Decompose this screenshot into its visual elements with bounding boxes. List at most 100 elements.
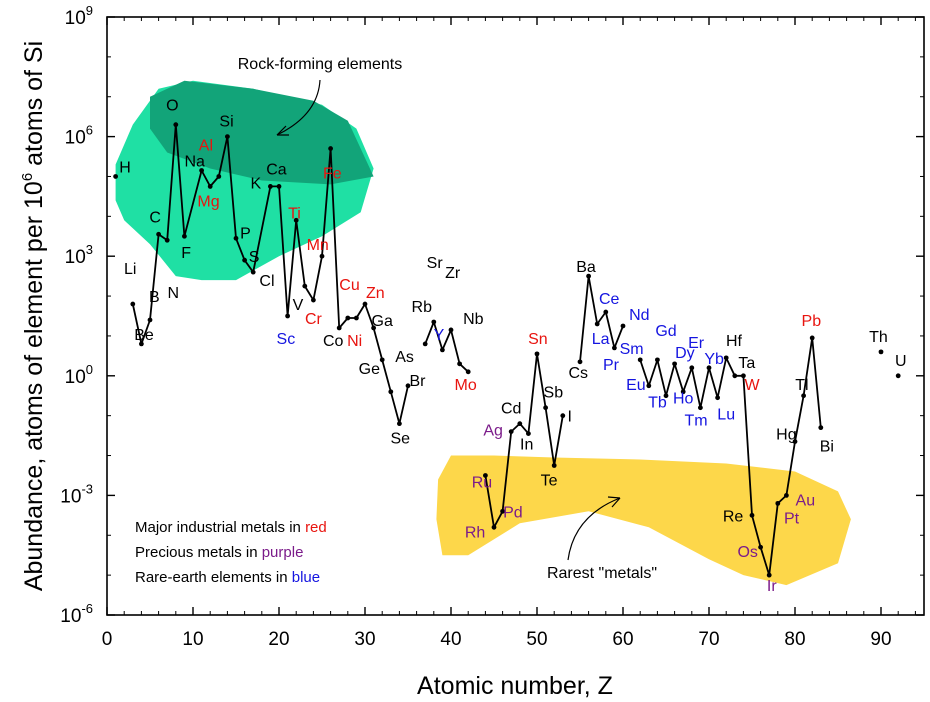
point-cr <box>311 297 316 303</box>
label-ta: Ta <box>738 355 755 372</box>
label-se: Se <box>390 431 410 448</box>
point-mo <box>465 369 471 375</box>
point-ca <box>276 184 282 189</box>
x-axis-title: Atomic number, Z <box>417 672 613 700</box>
point-hg <box>792 439 798 444</box>
label-tb: Tb <box>648 395 667 412</box>
label-cd: Cd <box>501 401 521 418</box>
point-ho <box>680 389 686 395</box>
x-tick-label: 30 <box>354 629 375 650</box>
point-sc <box>285 313 290 319</box>
point-n <box>164 237 170 243</box>
point-au <box>784 493 789 498</box>
label-dy: Dy <box>675 345 695 362</box>
point-bi <box>818 425 824 431</box>
label-cr: Cr <box>305 311 323 328</box>
point-lu <box>715 395 720 401</box>
label-bi: Bi <box>820 439 834 456</box>
rarest-metals-arrow <box>567 497 621 561</box>
point-sr <box>431 319 437 325</box>
x-tick-label: 60 <box>612 629 633 650</box>
legend-entry: Rare-earth elements in blue <box>135 569 320 586</box>
y-tick-exponent: -3 <box>81 481 93 496</box>
label-pb: Pb <box>802 313 822 330</box>
point-ir <box>766 572 772 578</box>
label-rh: Rh <box>465 524 485 541</box>
point-pt <box>775 500 781 506</box>
x-tick-label: 80 <box>784 629 805 650</box>
label-c: C <box>149 209 161 226</box>
point-mn <box>319 253 325 259</box>
legend-entry: Major industrial metals in red <box>135 519 327 536</box>
point-tb <box>663 393 669 399</box>
point-w <box>741 373 746 379</box>
y-tick-exponent: -6 <box>81 601 93 616</box>
label-yb: Yb <box>704 351 724 368</box>
point-ti <box>293 217 299 223</box>
point-ru <box>483 473 488 478</box>
label-o: O <box>166 98 178 115</box>
label-as: As <box>395 349 414 366</box>
rarest-metals-annotation: Rarest "metals" <box>547 565 657 582</box>
label-al: Al <box>199 138 213 155</box>
label-br: Br <box>409 373 426 390</box>
point-ga <box>371 325 376 331</box>
point-y <box>440 347 445 353</box>
label-ge: Ge <box>359 361 380 378</box>
label-ga: Ga <box>372 313 393 330</box>
label-be: Be <box>134 327 154 344</box>
label-cl: Cl <box>259 273 274 290</box>
label-mg: Mg <box>197 193 219 210</box>
rock-forming-arrow <box>276 79 321 136</box>
label-b: B <box>149 289 160 306</box>
label-s: S <box>249 249 260 266</box>
point-sn <box>534 351 540 357</box>
label-lu: Lu <box>717 407 735 424</box>
point-pb <box>809 335 815 341</box>
point-se <box>397 421 402 427</box>
label-ca: Ca <box>266 161 287 178</box>
point-cd <box>517 421 523 427</box>
x-tick-label: 70 <box>698 629 719 650</box>
point-b <box>147 317 153 323</box>
y-tick-base: 10 <box>65 367 86 388</box>
x-tick-label: 90 <box>870 629 891 650</box>
y-tick-exponent: 6 <box>86 123 93 138</box>
y-tick-label: 106 <box>65 123 93 149</box>
point-s <box>242 257 248 263</box>
label-ni: Ni <box>347 333 362 350</box>
label-au: Au <box>796 492 816 509</box>
label-ho: Ho <box>673 391 694 408</box>
label-n: N <box>167 285 179 302</box>
y-tick-base: 10 <box>60 486 81 507</box>
legend-entry-color-word: blue <box>292 569 320 586</box>
y-tick-label: 100 <box>65 362 93 388</box>
y-tick-exponent: 0 <box>86 362 93 377</box>
point-tm <box>698 405 703 411</box>
plot-frame <box>106 16 925 616</box>
legend-entry: Precious metals in purple <box>135 544 303 561</box>
label-h: H <box>119 160 131 177</box>
color-legend: Major industrial metals in red Precious m… <box>135 519 327 586</box>
label-k: K <box>250 175 261 192</box>
label-in: In <box>520 437 533 454</box>
x-tick-label: 40 <box>440 629 461 650</box>
point-sb <box>543 405 548 411</box>
series-line <box>579 275 624 362</box>
label-th: Th <box>869 329 888 346</box>
point-zr <box>448 327 454 333</box>
point-k <box>268 184 273 189</box>
label-ba: Ba <box>576 259 596 276</box>
point-os <box>758 544 763 550</box>
label-hg: Hg <box>776 427 796 444</box>
y-tick-exponent: 9 <box>86 3 93 18</box>
point-co <box>336 325 342 331</box>
point-ag <box>508 429 514 435</box>
label-nb: Nb <box>463 311 484 328</box>
point-ba <box>586 273 591 279</box>
x-tick-label: 20 <box>268 629 289 650</box>
point-la <box>594 321 600 327</box>
label-nd: Nd <box>629 307 649 324</box>
label-tl: Tl <box>795 377 808 394</box>
